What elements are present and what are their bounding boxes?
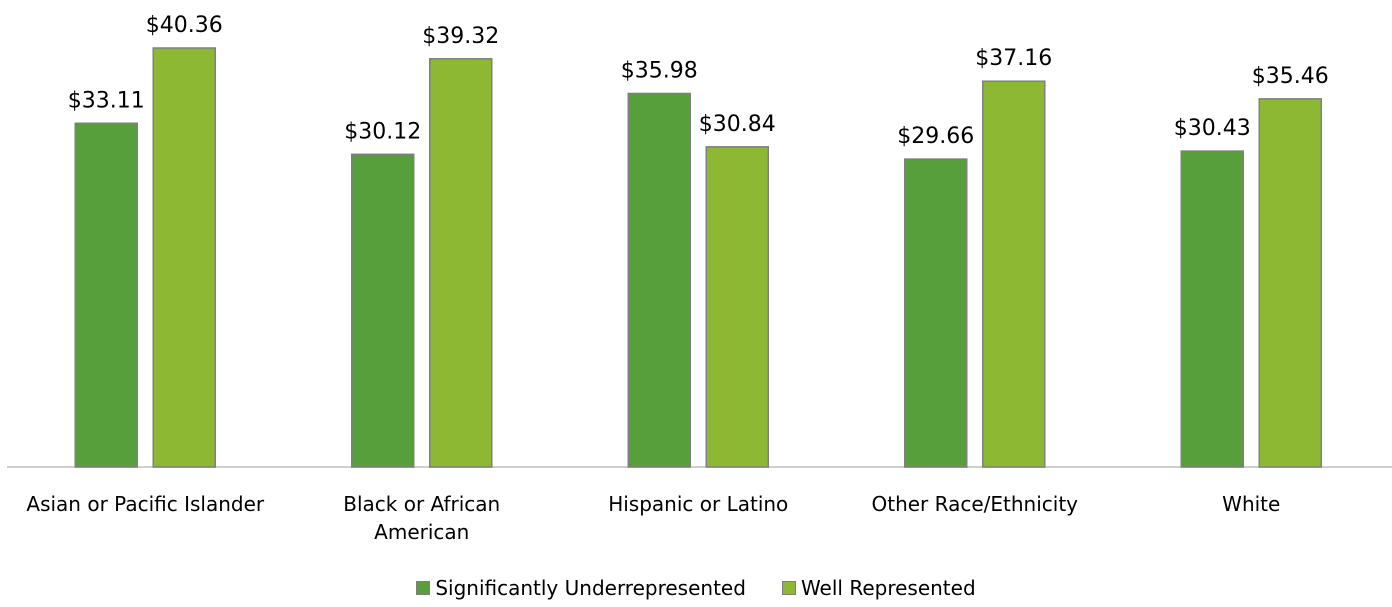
bar xyxy=(904,158,968,468)
data-label: $35.98 xyxy=(621,58,698,83)
bar xyxy=(627,92,691,468)
legend-swatch xyxy=(416,581,431,595)
bar xyxy=(429,58,493,468)
x-tick-label: Other Race/Ethnicity xyxy=(871,492,1078,516)
x-tick-label: White xyxy=(1222,492,1281,516)
data-label: $35.46 xyxy=(1252,64,1329,89)
data-label: $30.84 xyxy=(699,112,776,137)
data-label: $40.36 xyxy=(146,13,223,38)
bar xyxy=(982,80,1046,468)
legend-label: Significantly Underrepresented xyxy=(435,576,746,600)
plot-area: $33.11 $40.36 $30.12 $39.32 $35.98 $30.84 $29.… xyxy=(7,13,1392,468)
data-label: $39.32 xyxy=(422,24,499,49)
bar xyxy=(705,146,769,468)
legend: Significantly Underrepresented Well Repre… xyxy=(0,576,1392,600)
data-label: $30.12 xyxy=(344,119,421,144)
bar xyxy=(74,122,138,468)
bar xyxy=(1258,98,1322,468)
data-label: $37.16 xyxy=(975,46,1052,71)
bar xyxy=(152,47,216,468)
legend-item: Significantly Underrepresented xyxy=(416,576,746,600)
legend-swatch xyxy=(781,581,796,595)
data-label: $29.66 xyxy=(897,124,974,149)
legend-label: Well Represented xyxy=(800,576,976,600)
data-label: $30.43 xyxy=(1174,116,1251,141)
x-tick-label: Hispanic or Latino xyxy=(608,492,789,516)
bar xyxy=(1180,150,1244,468)
x-tick-label: Asian or Pacific Islander xyxy=(26,492,265,516)
legend-item: Well Represented xyxy=(781,576,976,600)
data-label: $33.11 xyxy=(68,88,145,113)
x-tick-label: Black or African American xyxy=(343,492,501,544)
bar xyxy=(351,153,415,468)
